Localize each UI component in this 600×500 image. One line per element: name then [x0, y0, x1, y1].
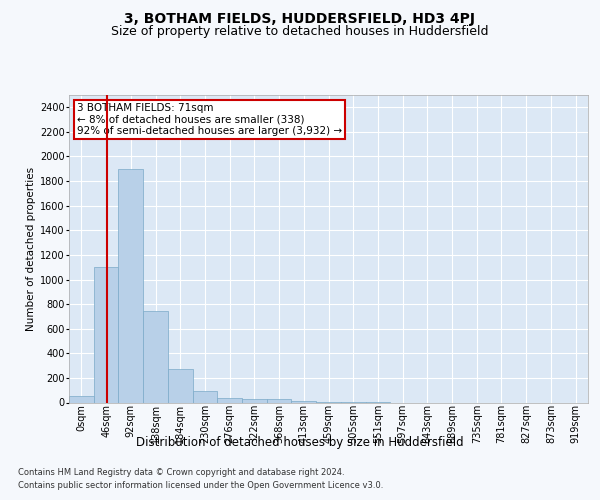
- Bar: [143, 312, 168, 402]
- Bar: [69, 396, 94, 402]
- Bar: [217, 398, 242, 402]
- Text: Distribution of detached houses by size in Huddersfield: Distribution of detached houses by size …: [136, 436, 464, 449]
- Y-axis label: Number of detached properties: Number of detached properties: [26, 166, 36, 331]
- Text: Contains HM Land Registry data © Crown copyright and database right 2024.: Contains HM Land Registry data © Crown c…: [18, 468, 344, 477]
- Bar: [267, 400, 292, 402]
- Bar: [292, 400, 316, 402]
- Bar: [193, 392, 217, 402]
- Text: Contains public sector information licensed under the Open Government Licence v3: Contains public sector information licen…: [18, 480, 383, 490]
- Bar: [118, 169, 143, 402]
- Bar: [94, 267, 118, 402]
- Text: Size of property relative to detached houses in Huddersfield: Size of property relative to detached ho…: [111, 25, 489, 38]
- Bar: [168, 370, 193, 402]
- Text: 3, BOTHAM FIELDS, HUDDERSFIELD, HD3 4PJ: 3, BOTHAM FIELDS, HUDDERSFIELD, HD3 4PJ: [125, 12, 476, 26]
- Bar: [242, 399, 267, 402]
- Text: 3 BOTHAM FIELDS: 71sqm
← 8% of detached houses are smaller (338)
92% of semi-det: 3 BOTHAM FIELDS: 71sqm ← 8% of detached …: [77, 102, 342, 136]
